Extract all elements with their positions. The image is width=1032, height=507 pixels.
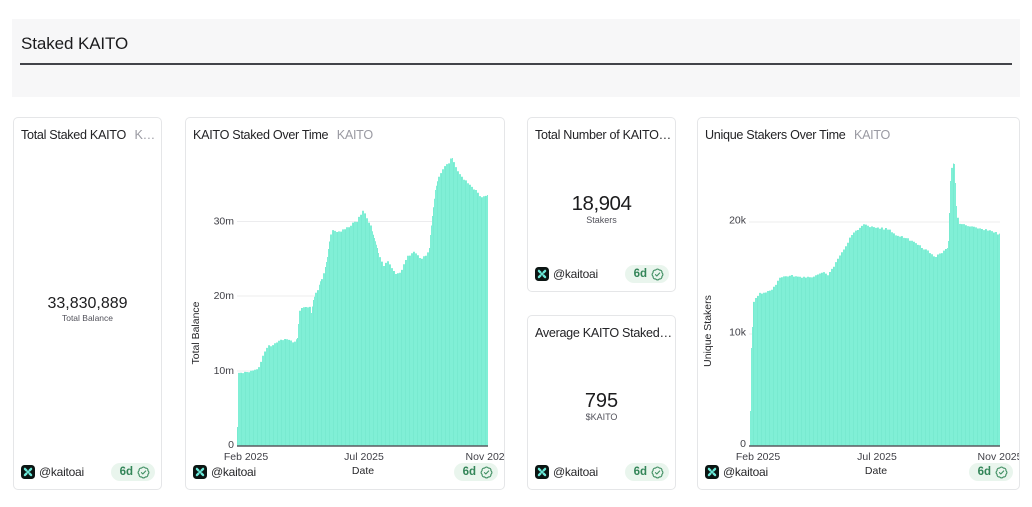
svg-text:20k: 20k <box>729 215 747 227</box>
svg-text:Total Balance: Total Balance <box>190 301 202 364</box>
svg-text:10k: 10k <box>729 327 747 339</box>
svg-text:Nov 2025: Nov 2025 <box>466 451 505 463</box>
svg-text:Feb 2025: Feb 2025 <box>224 451 269 463</box>
svg-text:Unique Stakers: Unique Stakers <box>702 295 714 367</box>
svg-text:Feb 2025: Feb 2025 <box>736 451 781 463</box>
svg-text:Nov 2025: Nov 2025 <box>978 451 1019 463</box>
svg-text:0: 0 <box>228 439 234 451</box>
svg-text:Date: Date <box>352 465 374 477</box>
svg-text:10m: 10m <box>214 365 235 377</box>
svg-text:30m: 30m <box>214 216 235 228</box>
svg-text:Date: Date <box>865 465 887 477</box>
svg-text:0: 0 <box>740 438 746 450</box>
svg-text:Jul 2025: Jul 2025 <box>857 451 897 463</box>
svg-text:Jul 2025: Jul 2025 <box>344 451 384 463</box>
svg-text:20m: 20m <box>214 290 235 302</box>
